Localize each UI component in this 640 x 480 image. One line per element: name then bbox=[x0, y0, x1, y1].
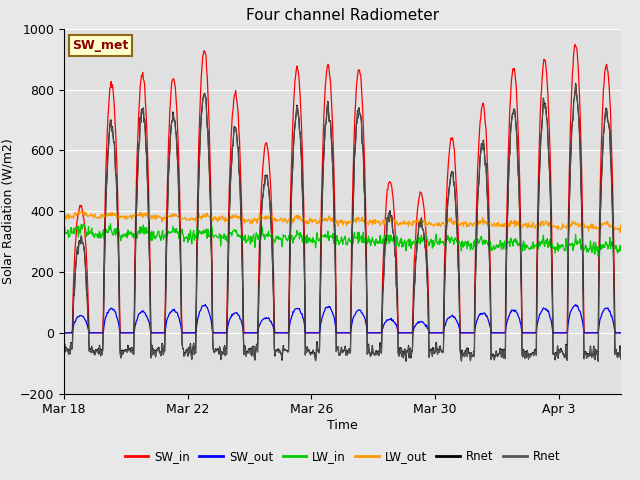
SW_out bbox=[617, 330, 625, 336]
Rnet bbox=[292, 110, 300, 116]
LW_in bbox=[617, 248, 625, 253]
LW_out bbox=[60, 213, 68, 219]
SW_in bbox=[292, 67, 300, 72]
Line: SW_in: SW_in bbox=[64, 44, 621, 333]
Line: LW_out: LW_out bbox=[64, 211, 621, 232]
Rnet bbox=[60, 346, 68, 352]
SW_in bbox=[263, 140, 271, 145]
Rnet bbox=[595, 359, 602, 364]
LW_out bbox=[77, 208, 85, 214]
Rnet bbox=[60, 346, 68, 351]
LW_out bbox=[264, 216, 271, 222]
LW_out bbox=[376, 223, 384, 228]
Rnet bbox=[191, 345, 199, 351]
LW_out bbox=[192, 215, 200, 221]
LW_in bbox=[264, 231, 271, 237]
Title: Four channel Radiometer: Four channel Radiometer bbox=[246, 9, 439, 24]
LW_in bbox=[80, 223, 88, 228]
LW_out bbox=[293, 213, 301, 218]
Rnet bbox=[80, 246, 88, 252]
SW_out bbox=[293, 306, 301, 312]
Rnet bbox=[617, 356, 625, 361]
SW_out bbox=[376, 330, 384, 336]
Line: SW_out: SW_out bbox=[64, 304, 621, 333]
LW_out bbox=[511, 217, 518, 223]
X-axis label: Time: Time bbox=[327, 419, 358, 432]
Rnet bbox=[80, 245, 88, 251]
Rnet bbox=[617, 356, 625, 362]
Rnet bbox=[292, 110, 300, 116]
Line: Rnet: Rnet bbox=[64, 84, 621, 361]
SW_out bbox=[191, 330, 199, 336]
LW_in bbox=[511, 237, 518, 242]
Rnet bbox=[376, 350, 383, 356]
SW_in bbox=[376, 330, 383, 336]
SW_in bbox=[510, 67, 518, 73]
Rnet bbox=[376, 349, 383, 355]
Line: Rnet: Rnet bbox=[64, 84, 621, 361]
LW_in bbox=[376, 233, 384, 239]
LW_in bbox=[107, 221, 115, 227]
Text: SW_met: SW_met bbox=[72, 39, 129, 52]
LW_in bbox=[595, 253, 602, 259]
LW_out bbox=[81, 211, 88, 216]
SW_out bbox=[80, 315, 88, 321]
Rnet bbox=[572, 81, 579, 87]
Rnet bbox=[510, 107, 518, 113]
Legend: SW_in, SW_out, LW_in, LW_out, Rnet, Rnet: SW_in, SW_out, LW_in, LW_out, Rnet, Rnet bbox=[120, 445, 565, 468]
SW_in bbox=[617, 330, 625, 336]
Rnet bbox=[595, 358, 602, 364]
SW_in bbox=[60, 330, 68, 336]
Rnet bbox=[572, 81, 579, 86]
LW_in bbox=[192, 235, 200, 241]
SW_in bbox=[571, 41, 579, 47]
LW_in bbox=[60, 228, 68, 234]
SW_out bbox=[264, 315, 271, 321]
LW_out bbox=[617, 222, 625, 228]
Rnet bbox=[263, 173, 271, 179]
SW_out bbox=[60, 330, 68, 336]
Line: LW_in: LW_in bbox=[64, 224, 621, 256]
LW_in bbox=[293, 228, 301, 233]
LW_out bbox=[616, 229, 624, 235]
SW_in bbox=[191, 330, 199, 336]
SW_out bbox=[202, 301, 209, 307]
SW_in bbox=[80, 216, 88, 222]
Rnet bbox=[191, 346, 199, 351]
SW_out bbox=[511, 309, 518, 314]
Rnet bbox=[510, 107, 518, 112]
Rnet bbox=[263, 172, 271, 178]
Y-axis label: Solar Radiation (W/m2): Solar Radiation (W/m2) bbox=[1, 138, 14, 284]
